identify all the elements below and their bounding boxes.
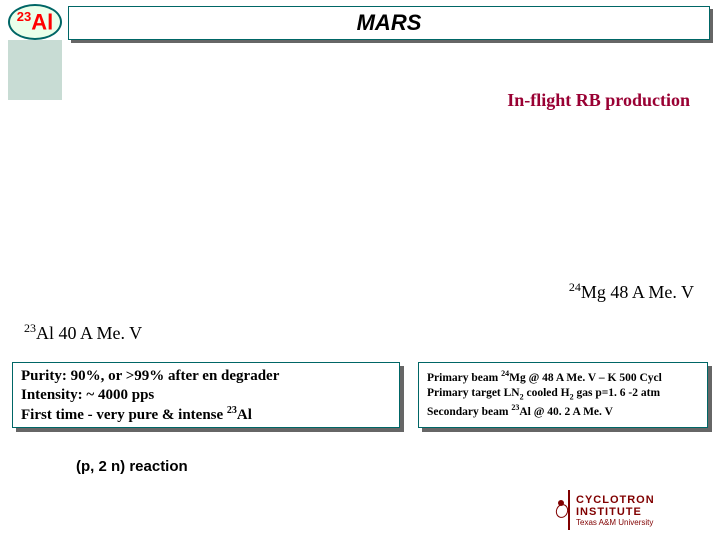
primary-line3: Secondary beam 23Al @ 40. 2 A Me. V xyxy=(427,403,699,420)
inflight-label: In-flight RB production xyxy=(507,90,690,111)
primary-box: Primary beam 24Mg @ 48 A Me. V – K 500 C… xyxy=(418,362,708,428)
reaction-label: (p, 2 n) reaction xyxy=(76,458,188,475)
logo-line1: CYCLOTRON xyxy=(576,494,708,506)
mg-beam-label: 24Mg 48 A Me. V xyxy=(565,278,698,305)
nuclide-mass: 23 xyxy=(17,9,31,24)
primary-inner: Primary beam 24Mg @ 48 A Me. V – K 500 C… xyxy=(418,362,708,428)
al-beam-label: 23Al 40 A Me. V xyxy=(20,319,146,346)
primary-line1: Primary beam 24Mg @ 48 A Me. V – K 500 C… xyxy=(427,369,699,386)
nuclide-badge: 23Al xyxy=(8,4,62,40)
mg-rest: Mg 48 A Me. V xyxy=(581,282,694,302)
title-bar: MARS xyxy=(68,6,710,40)
purity-line2: Intensity: ~ 4000 pps xyxy=(21,386,391,405)
cyclotron-logo: CYCLOTRON INSTITUTE Texas A&M University xyxy=(568,490,708,530)
left-stripe xyxy=(8,40,62,100)
nuclide-text: 23Al xyxy=(17,9,53,35)
al-mass: 23 xyxy=(24,321,36,335)
nuclide-symbol: Al xyxy=(31,9,53,34)
logo-line3: Texas A&M University xyxy=(576,518,708,527)
atom-icon xyxy=(556,502,566,518)
title-box: MARS xyxy=(68,6,710,40)
purity-line1: Purity: 90%, or >99% after en degrader xyxy=(21,367,391,386)
mg-mass: 24 xyxy=(569,280,581,294)
al-rest: Al 40 A Me. V xyxy=(36,323,142,343)
purity-inner: Purity: 90%, or >99% after en degrader I… xyxy=(12,362,400,428)
title-text: MARS xyxy=(357,10,422,36)
purity-line3: First time - very pure & intense 23Al xyxy=(21,405,391,425)
logo-line2: INSTITUTE xyxy=(576,506,708,518)
purity-box: Purity: 90%, or >99% after en degrader I… xyxy=(12,362,400,428)
primary-line2: Primary target LN2 cooled H2 gas p=1. 6 … xyxy=(427,386,699,403)
